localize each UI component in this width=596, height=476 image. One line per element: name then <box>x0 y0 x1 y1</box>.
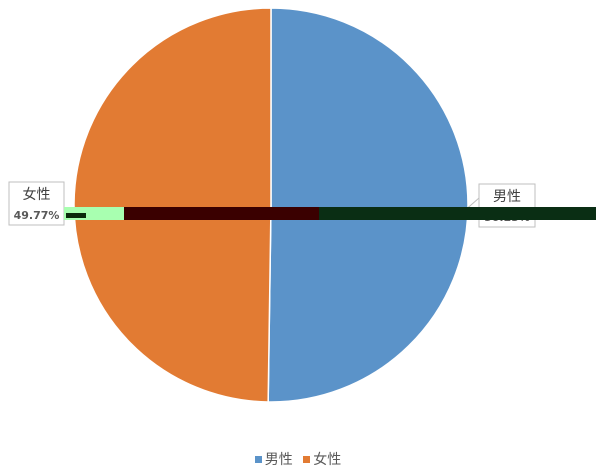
legend: 男性 女性 <box>0 449 596 469</box>
pie-slices <box>73 7 469 403</box>
legend-label-female: 女性 <box>313 452 342 468</box>
pie-slice-male <box>267 7 469 403</box>
legend-item-female: 女性 <box>303 449 341 469</box>
artifact-band-dark-left <box>66 213 86 218</box>
label-male-name: 男性 <box>493 189 521 205</box>
legend-item-male: 男性 <box>254 449 293 469</box>
label-female-percent: 49.77% <box>14 209 60 222</box>
callout-box-female <box>8 181 65 226</box>
legend-swatch-male <box>254 455 262 463</box>
legend-swatch-female <box>303 455 311 463</box>
callout-female: 女性 49.77% <box>8 181 78 226</box>
artifact-band-maroon <box>124 207 319 220</box>
artifact-band <box>64 207 596 220</box>
legend-label-male: 男性 <box>264 452 293 468</box>
callout-male: 男性 50.23% <box>462 183 536 228</box>
label-female-name: 女性 <box>23 186 51 203</box>
artifact-band-dark-green <box>319 207 596 220</box>
pie-slice-female <box>73 7 272 403</box>
